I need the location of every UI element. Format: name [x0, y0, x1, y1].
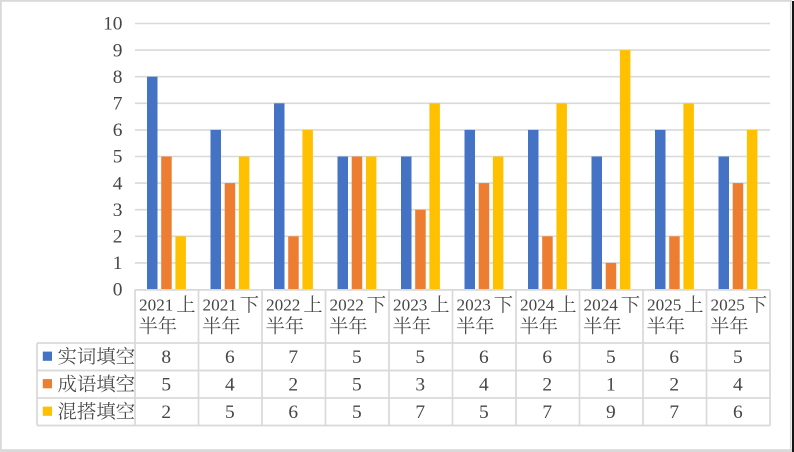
svg-text:2025: 2025	[711, 296, 745, 315]
svg-text:3: 3	[415, 374, 425, 395]
svg-text:5: 5	[352, 374, 362, 395]
svg-text:6: 6	[733, 402, 743, 423]
svg-text:0: 0	[113, 280, 123, 301]
svg-text:2: 2	[288, 374, 298, 395]
svg-text:1: 1	[113, 253, 123, 274]
svg-text:9: 9	[113, 40, 123, 61]
svg-text:2023: 2023	[393, 296, 427, 315]
svg-text:6: 6	[113, 120, 123, 141]
svg-text:6: 6	[288, 402, 298, 423]
svg-text:5: 5	[479, 402, 489, 423]
svg-text:5: 5	[415, 347, 425, 368]
svg-text:5: 5	[352, 347, 362, 368]
svg-text:8: 8	[113, 67, 123, 88]
svg-text:5: 5	[606, 347, 616, 368]
svg-text:4: 4	[733, 374, 743, 395]
svg-text:4: 4	[225, 374, 235, 395]
svg-text:7: 7	[288, 347, 298, 368]
svg-text:2021: 2021	[139, 296, 173, 315]
svg-text:9: 9	[606, 402, 616, 423]
svg-text:8: 8	[161, 347, 171, 368]
svg-text:2022: 2022	[330, 296, 364, 315]
svg-text:2021: 2021	[203, 296, 237, 315]
svg-text:5: 5	[113, 147, 123, 168]
svg-text:6: 6	[479, 347, 489, 368]
svg-text:5: 5	[161, 374, 171, 395]
svg-text:4: 4	[479, 374, 489, 395]
svg-text:6: 6	[225, 347, 235, 368]
svg-text:6: 6	[542, 347, 552, 368]
svg-text:2025: 2025	[647, 296, 681, 315]
svg-text:3: 3	[113, 200, 123, 221]
svg-text:5: 5	[352, 402, 362, 423]
svg-text:2024: 2024	[584, 296, 619, 315]
svg-text:2024: 2024	[520, 296, 555, 315]
svg-text:2023: 2023	[457, 296, 491, 315]
svg-text:6: 6	[669, 347, 679, 368]
svg-text:2: 2	[113, 227, 123, 248]
svg-text:5: 5	[733, 347, 743, 368]
svg-text:7: 7	[415, 402, 425, 423]
svg-text:7: 7	[542, 402, 552, 423]
svg-text:2: 2	[542, 374, 552, 395]
svg-text:2: 2	[669, 374, 679, 395]
svg-text:10: 10	[103, 14, 122, 35]
svg-text:1: 1	[606, 374, 616, 395]
svg-text:7: 7	[669, 402, 679, 423]
svg-text:2: 2	[161, 402, 171, 423]
svg-text:7: 7	[113, 94, 123, 115]
svg-text:4: 4	[113, 173, 123, 194]
svg-text:5: 5	[225, 402, 235, 423]
svg-text:2022: 2022	[266, 296, 300, 315]
